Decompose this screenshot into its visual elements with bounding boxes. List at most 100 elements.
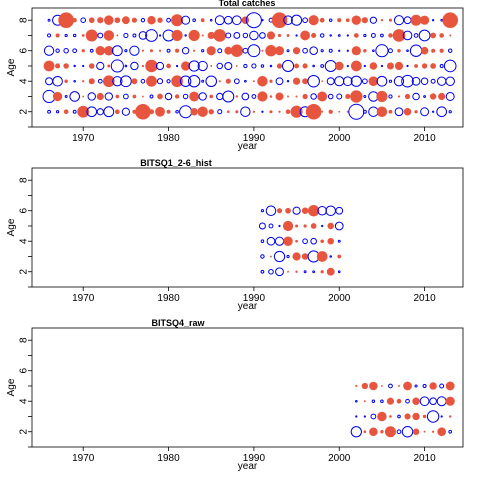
- bubble-positive: [392, 29, 406, 42]
- bubble-negative: [328, 48, 333, 53]
- bubble-negative: [233, 78, 240, 85]
- bubble-negative: [260, 254, 265, 259]
- bubble-negative: [429, 397, 437, 406]
- bubble-positive: [271, 12, 288, 29]
- bubble-negative: [111, 45, 123, 57]
- bubble-positive: [300, 30, 311, 41]
- bubble-positive: [308, 15, 319, 26]
- bubble-negative: [440, 18, 443, 22]
- bubble-negative: [336, 93, 343, 100]
- bubble-negative: [430, 78, 436, 84]
- bubble-positive: [135, 103, 151, 120]
- bubble-negative: [97, 32, 104, 39]
- bubble-positive: [412, 428, 420, 435]
- bubble-negative: [388, 94, 393, 99]
- bubble-negative: [436, 106, 447, 118]
- bubble-negative: [242, 47, 249, 54]
- panel-3: BITSQ4_raw 1970 1980 1990 2000 2010 2 4 6 8 year Ag…: [6, 318, 464, 472]
- x-tick-label: 1980: [157, 133, 180, 144]
- bubble-negative: [260, 209, 265, 213]
- bubble-negative: [405, 398, 410, 404]
- bubble-positive: [270, 255, 272, 258]
- bubble-negative: [247, 44, 261, 58]
- bubble-positive: [43, 60, 55, 72]
- bubble-negative: [97, 78, 103, 84]
- bubble-positive: [278, 110, 281, 113]
- bubble-positive: [292, 47, 301, 55]
- bubble-negative: [337, 34, 341, 37]
- bubble-positive: [421, 63, 428, 69]
- bubble-negative: [350, 426, 362, 438]
- bubble-negative: [355, 399, 358, 403]
- bubble-positive: [445, 396, 455, 406]
- bubble-negative: [422, 383, 427, 388]
- bubble-negative: [201, 79, 205, 83]
- bubble-positive: [414, 64, 418, 68]
- x-axis-label: year: [238, 141, 258, 152]
- bubble-positive: [157, 93, 163, 100]
- bubble-negative: [310, 93, 317, 100]
- bubble-positive: [396, 398, 402, 404]
- bubble-positive: [404, 93, 411, 100]
- bubble-negative: [121, 107, 130, 116]
- bubble-positive: [210, 65, 213, 67]
- bubble-positive: [265, 45, 277, 57]
- bubble-negative: [260, 239, 265, 244]
- bubble-positive: [225, 78, 231, 84]
- bubble-positive: [171, 29, 183, 41]
- y-tick-label: 2: [19, 269, 30, 275]
- bubble-positive: [448, 415, 452, 418]
- bubble-negative: [380, 33, 384, 38]
- y-tick-label: 8: [19, 177, 30, 183]
- bubble-positive: [439, 33, 444, 38]
- bubble-negative: [414, 384, 418, 388]
- bubble-positive: [266, 31, 276, 40]
- bubble-negative: [242, 32, 249, 39]
- bubble-negative: [64, 33, 68, 38]
- bubble-negative: [325, 205, 336, 216]
- bubble-negative: [431, 19, 435, 22]
- bubble-negative: [89, 48, 94, 53]
- bubble-negative: [273, 250, 286, 263]
- bubble-positive: [388, 33, 393, 38]
- bubble-positive: [439, 48, 444, 53]
- bubble-positive: [410, 14, 422, 26]
- bubble-positive: [226, 110, 230, 114]
- bubble-negative: [216, 92, 224, 101]
- bubble-positive: [155, 106, 165, 117]
- bubble-negative: [86, 106, 98, 118]
- bubble-negative: [406, 49, 409, 53]
- x-tick-label: 1970: [72, 133, 95, 144]
- bubble-negative: [283, 15, 293, 26]
- bubble-positive: [189, 91, 200, 102]
- bubble-positive: [174, 94, 180, 99]
- bubble-positive: [404, 413, 411, 420]
- bubble-negative: [312, 64, 315, 68]
- bubble-positive: [292, 252, 301, 261]
- bubble-positive: [252, 110, 256, 113]
- bubble-positive: [292, 77, 301, 85]
- bubble-positive: [305, 103, 322, 120]
- bubble-negative: [197, 60, 208, 72]
- bubble-positive: [363, 48, 367, 53]
- bubble-negative: [292, 206, 301, 215]
- bubble-negative: [138, 31, 148, 40]
- y-tick-label: 2: [19, 109, 30, 115]
- bubble-positive: [386, 62, 394, 70]
- bubble-negative: [188, 60, 200, 72]
- bubble-positive: [422, 414, 427, 419]
- bubble-positive: [257, 91, 268, 102]
- bubble-positive: [295, 239, 298, 243]
- bubble-positive: [388, 18, 392, 22]
- bubble-negative: [368, 106, 379, 117]
- bubble-negative: [401, 426, 414, 438]
- bubble-negative: [72, 48, 78, 54]
- bubble-positive: [114, 17, 121, 24]
- bubble-negative: [156, 78, 164, 85]
- bubble-negative: [103, 106, 115, 118]
- bubble-positive: [63, 63, 69, 69]
- bubble-negative: [326, 77, 335, 86]
- bubble-negative: [334, 76, 345, 87]
- bubble-negative: [286, 254, 290, 259]
- bubble-negative: [69, 91, 80, 102]
